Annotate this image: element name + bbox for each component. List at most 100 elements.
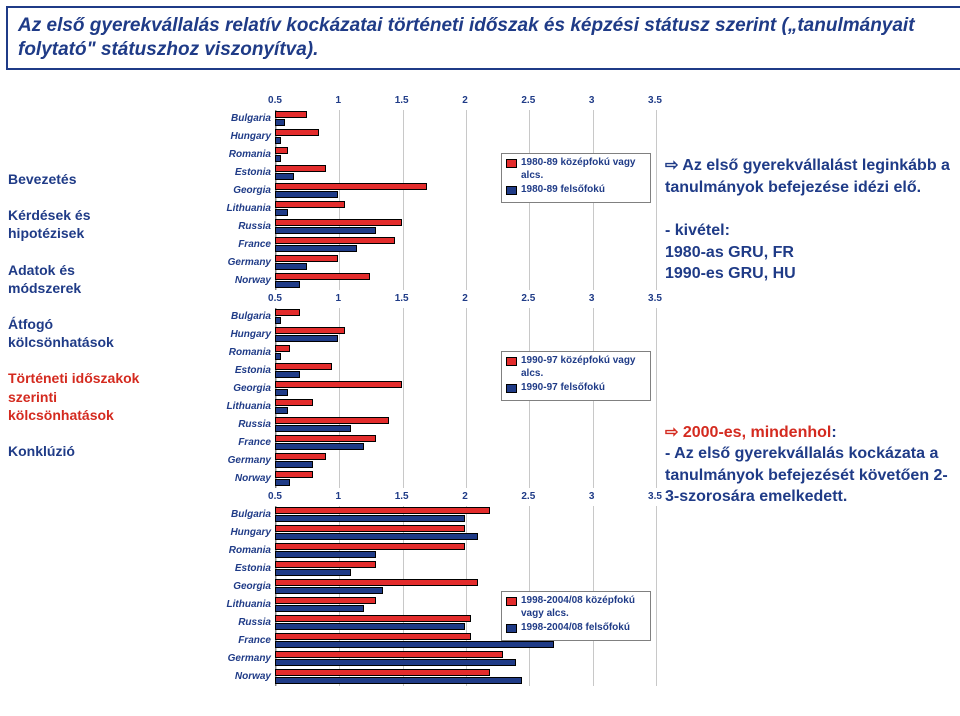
- country-label: Bulgaria: [155, 110, 271, 128]
- country-label: Norway: [155, 668, 271, 686]
- bar-medium: [275, 255, 338, 262]
- country-label: Lithuania: [155, 398, 271, 416]
- right-para-2: ⇨ 2000-es, mindenhol: - Az első gyerekvá…: [665, 400, 950, 508]
- sidebar-item-data: Adatok és módszerek: [8, 261, 148, 297]
- axis-tick-label: 0.5: [268, 491, 282, 502]
- axis-tick-label: 0.5: [268, 95, 282, 106]
- legend-swatch-medium: [506, 159, 517, 168]
- bar-high: [275, 137, 281, 144]
- bar-high: [275, 515, 465, 522]
- legend: 1998-2004/08 középfokú vagy alcs. 1998-20…: [501, 591, 651, 641]
- country-label: Russia: [155, 218, 271, 236]
- legend-swatch-medium: [506, 597, 517, 606]
- bar-high: [275, 227, 376, 234]
- legend-swatch-high: [506, 624, 517, 633]
- axis-labels: 0.511.522.533.5: [275, 491, 655, 505]
- country-label: Georgia: [155, 578, 271, 596]
- bar-high: [275, 371, 300, 378]
- axis-tick-label: 3: [589, 293, 595, 304]
- country-label: Bulgaria: [155, 308, 271, 326]
- bar-high: [275, 461, 313, 468]
- axis-tick-label: 3: [589, 491, 595, 502]
- bar-high: [275, 605, 364, 612]
- legend-swatch-high: [506, 186, 517, 195]
- axis-tick-label: 0.5: [268, 293, 282, 304]
- chart-row: Estonia: [155, 560, 655, 578]
- axis-tick-label: 2.5: [521, 491, 535, 502]
- chart-row: France: [155, 434, 655, 452]
- country-label: Germany: [155, 452, 271, 470]
- chart-area: 0.511.522.533.5BulgariaHungaryRomaniaEst…: [155, 95, 655, 689]
- axis-tick-label: 2.5: [521, 95, 535, 106]
- bar-medium: [275, 669, 490, 676]
- country-label: Estonia: [155, 362, 271, 380]
- country-label: Hungary: [155, 524, 271, 542]
- country-label: Russia: [155, 416, 271, 434]
- chart-row: Russia: [155, 416, 655, 434]
- bar-high: [275, 353, 281, 360]
- bar-medium: [275, 273, 370, 280]
- chart-row: Bulgaria: [155, 506, 655, 524]
- country-label: France: [155, 434, 271, 452]
- bar-medium: [275, 219, 402, 226]
- country-label: Hungary: [155, 326, 271, 344]
- bar-medium: [275, 579, 478, 586]
- chart-row: Germany: [155, 254, 655, 272]
- right-para-2-red: ⇨ 2000-es, mindenhol: [665, 424, 831, 441]
- legend-label-medium: 1990-97 középfokú vagy alcs.: [521, 355, 646, 380]
- bar-medium: [275, 417, 389, 424]
- bar-medium: [275, 309, 300, 316]
- bar-high: [275, 209, 288, 216]
- legend-row: 1998-2004/08 középfokú vagy alcs.: [506, 595, 646, 620]
- chart-row: France: [155, 236, 655, 254]
- axis-tick-label: 3.5: [648, 293, 662, 304]
- bar-high: [275, 677, 522, 684]
- axis-tick-label: 1.5: [395, 293, 409, 304]
- country-label: Norway: [155, 272, 271, 290]
- axis-tick-label: 3.5: [648, 95, 662, 106]
- legend-row: 1990-97 felsőfokú: [506, 382, 646, 395]
- chart-row: Norway: [155, 272, 655, 290]
- bar-high: [275, 659, 516, 666]
- bar-high: [275, 119, 285, 126]
- bar-high: [275, 173, 294, 180]
- bar-medium: [275, 633, 471, 640]
- bar-medium: [275, 165, 326, 172]
- country-label: France: [155, 236, 271, 254]
- country-label: Lithuania: [155, 200, 271, 218]
- bar-high: [275, 551, 376, 558]
- chart-row: Bulgaria: [155, 110, 655, 128]
- bar-medium: [275, 381, 402, 388]
- bar-medium: [275, 111, 307, 118]
- bar-high: [275, 335, 338, 342]
- chart-row: Norway: [155, 470, 655, 488]
- bar-high: [275, 479, 290, 486]
- country-label: Lithuania: [155, 596, 271, 614]
- chart-panel: 0.511.522.533.5BulgariaHungaryRomaniaEst…: [155, 95, 655, 293]
- axis-tick-label: 2: [462, 491, 468, 502]
- legend-row: 1980-89 középfokú vagy alcs.: [506, 157, 646, 182]
- country-label: Georgia: [155, 182, 271, 200]
- bar-medium: [275, 471, 313, 478]
- country-label: Romania: [155, 542, 271, 560]
- axis-tick-label: 2: [462, 95, 468, 106]
- axis-tick-label: 1: [336, 95, 342, 106]
- bar-high: [275, 443, 364, 450]
- axis-tick-label: 1: [336, 293, 342, 304]
- country-label: Romania: [155, 146, 271, 164]
- bar-high: [275, 569, 351, 576]
- right-para-1b: - kivétel: 1980-as GRU, FR 1990-es GRU, …: [665, 220, 950, 285]
- bar-medium: [275, 561, 376, 568]
- bar-high: [275, 245, 357, 252]
- legend-row: 1998-2004/08 felsőfokú: [506, 622, 646, 635]
- country-label: Georgia: [155, 380, 271, 398]
- chart-row: Norway: [155, 668, 655, 686]
- bar-high: [275, 191, 338, 198]
- chart-row: Lithuania: [155, 200, 655, 218]
- bar-high: [275, 155, 281, 162]
- bar-medium: [275, 363, 332, 370]
- chart-row: Hungary: [155, 524, 655, 542]
- bar-high: [275, 623, 465, 630]
- chart-panel: 0.511.522.533.5BulgariaHungaryRomaniaEst…: [155, 293, 655, 491]
- bar-high: [275, 407, 288, 414]
